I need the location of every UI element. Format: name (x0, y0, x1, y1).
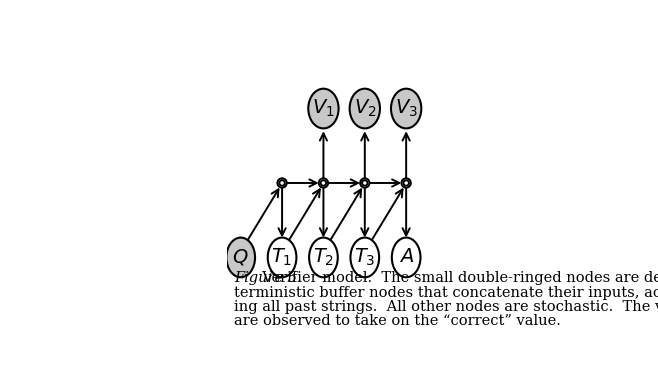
Circle shape (318, 178, 328, 188)
Circle shape (401, 178, 411, 188)
Text: $Q$: $Q$ (232, 247, 249, 267)
Circle shape (403, 180, 409, 186)
Text: Verifier model.  The small double-ringed nodes are de-: Verifier model. The small double-ringed … (253, 271, 658, 285)
Circle shape (362, 180, 368, 186)
Ellipse shape (308, 89, 339, 128)
Ellipse shape (226, 238, 255, 277)
Circle shape (279, 180, 285, 186)
Ellipse shape (349, 89, 380, 128)
Circle shape (360, 178, 370, 188)
Circle shape (278, 178, 287, 188)
Text: terministic buffer nodes that concatenate their inputs, accumulat-: terministic buffer nodes that concatenat… (234, 285, 658, 300)
Text: Figure 5.: Figure 5. (234, 271, 301, 285)
Text: $T_2$: $T_2$ (313, 247, 334, 268)
Text: $V_2$: $V_2$ (353, 98, 376, 119)
Ellipse shape (392, 238, 420, 277)
Text: $T_3$: $T_3$ (354, 247, 376, 268)
Ellipse shape (391, 89, 421, 128)
Text: $V_3$: $V_3$ (395, 98, 418, 119)
Text: ing all past strings.  All other nodes are stochastic.  The verifiers: ing all past strings. All other nodes ar… (234, 300, 658, 314)
Ellipse shape (268, 238, 296, 277)
Text: $A$: $A$ (399, 249, 414, 267)
Text: are observed to take on the “correct” value.: are observed to take on the “correct” va… (234, 314, 561, 328)
Text: $V_1$: $V_1$ (312, 98, 335, 119)
Ellipse shape (309, 238, 338, 277)
Circle shape (320, 180, 326, 186)
Text: $T_1$: $T_1$ (272, 247, 293, 268)
Ellipse shape (351, 238, 379, 277)
